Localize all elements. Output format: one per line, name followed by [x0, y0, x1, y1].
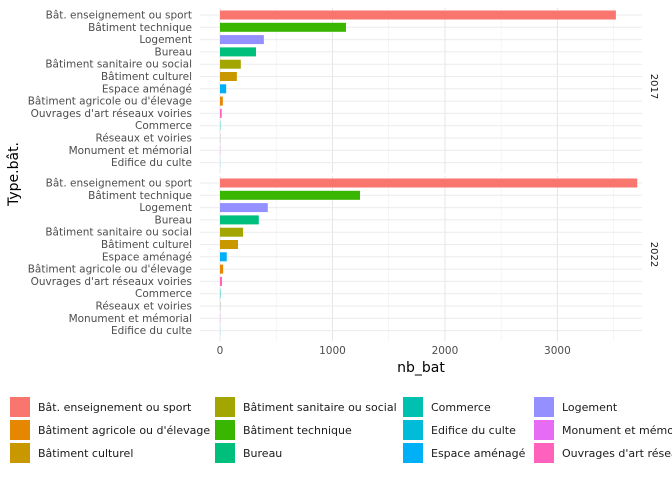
legend-swatch	[10, 397, 30, 417]
category-tick-label: Bât. enseignement ou sport	[46, 178, 192, 190]
bar	[220, 190, 361, 200]
legend-item: Edifice du culte	[403, 420, 516, 440]
legend-item: Monument et mémorial	[534, 420, 672, 440]
bar	[220, 227, 244, 237]
category-tick-label: Commerce	[135, 120, 192, 132]
category-tick-label: Edifice du culte	[111, 157, 192, 169]
category-tick-label: Réseaux et voiries	[96, 301, 193, 313]
bar	[220, 22, 346, 32]
category-tick-label: Réseaux et voiries	[96, 133, 193, 145]
category-tick-label: Bât. enseignement ou sport	[46, 10, 192, 22]
facet-strip-label: 2022	[648, 242, 659, 267]
x-axis-label: nb_bat	[397, 360, 445, 376]
legend-swatch	[10, 420, 30, 440]
bar	[220, 203, 268, 213]
category-tick-label: Monument et mémorial	[69, 145, 192, 157]
category-tick-label: Bâtiment technique	[88, 190, 192, 202]
legend-label: Commerce	[431, 401, 491, 414]
bar	[220, 178, 638, 188]
category-tick-label: Logement	[139, 34, 192, 46]
category-tick-label: Bâtiment agricole ou d'élevage	[28, 96, 192, 108]
category-tick-label: Espace aménagé	[102, 83, 192, 95]
legend-label: Bureau	[243, 447, 282, 460]
category-tick-label: Edifice du culte	[111, 325, 192, 337]
legend-item: Bâtiment technique	[215, 420, 352, 440]
legend-item: Bâtiment agricole ou d'élevage	[10, 420, 210, 440]
legend-swatch	[215, 420, 235, 440]
legend-label: Logement	[562, 401, 618, 414]
category-tick-label: Bâtiment sanitaire ou social	[45, 59, 192, 71]
bar	[220, 108, 222, 118]
legend-label: Bâtiment agricole ou d'élevage	[38, 424, 210, 437]
legend-swatch	[215, 443, 235, 463]
y-axis-label: Type.bât.	[6, 142, 22, 207]
bar	[220, 276, 223, 286]
bar	[220, 35, 264, 45]
legend-swatch	[403, 443, 423, 463]
bar	[220, 84, 227, 94]
legend-item: Bureau	[215, 443, 282, 463]
legend-label: Bâtiment technique	[243, 424, 352, 437]
category-tick-label: Bâtiment technique	[88, 22, 192, 34]
category-tick-label: Bureau	[155, 214, 193, 226]
legend-label: Edifice du culte	[431, 424, 516, 437]
category-tick-label: Ouvrages d'art réseaux voiries	[31, 108, 192, 120]
legend-swatch	[403, 397, 423, 417]
bar	[220, 96, 223, 106]
legend-label: Espace aménagé	[431, 447, 526, 460]
bar	[220, 59, 241, 69]
legend-swatch	[534, 397, 554, 417]
legend-item: Bâtiment sanitaire ou social	[215, 397, 397, 417]
legend: Bât. enseignement ou sport Bâtiment agric…	[10, 397, 672, 463]
legend-label: Bât. enseignement ou sport	[38, 401, 192, 414]
category-tick-label: Logement	[139, 202, 192, 214]
facet-strip-label: 2017	[648, 74, 659, 99]
legend-swatch	[215, 397, 235, 417]
legend-swatch	[534, 420, 554, 440]
category-tick-label: Bâtiment sanitaire ou social	[45, 227, 192, 239]
bar	[220, 47, 256, 57]
bar	[220, 72, 237, 81]
x-axis: 0 1000 2000 3000	[217, 345, 571, 357]
category-tick-label: Commerce	[135, 288, 192, 300]
legend-label: Ouvrages d'art réseaux voiries	[562, 447, 672, 460]
category-tick-label: Bureau	[155, 46, 193, 58]
category-tick-label: Bâtiment culturel	[101, 71, 192, 83]
legend-swatch	[10, 443, 30, 463]
legend-item: Bâtiment culturel	[10, 443, 133, 463]
category-tick-label: Espace aménagé	[102, 251, 192, 263]
bar	[220, 264, 224, 274]
legend-label: Bâtiment sanitaire ou social	[243, 401, 397, 414]
legend-item: Ouvrages d'art réseaux voiries	[534, 443, 672, 463]
category-tick-label: Ouvrages d'art réseaux voiries	[31, 276, 192, 288]
legend-swatch	[403, 420, 423, 440]
category-tick-label: Monument et mémorial	[69, 313, 192, 325]
category-tick-label: Bâtiment agricole ou d'élevage	[28, 264, 192, 276]
legend-swatch	[534, 443, 554, 463]
legend-item: Bât. enseignement ou sport	[10, 397, 192, 417]
x-tick-label: 0	[217, 345, 224, 357]
bar	[220, 252, 227, 262]
category-tick-label: Bâtiment culturel	[101, 239, 192, 251]
x-tick-label: 2000	[432, 345, 459, 357]
legend-item: Commerce	[403, 397, 491, 417]
bar	[220, 10, 616, 20]
bar	[220, 240, 238, 249]
legend-label: Bâtiment culturel	[38, 447, 133, 460]
x-tick-label: 1000	[319, 345, 346, 357]
legend-label: Monument et mémorial	[562, 424, 672, 437]
legend-item: Logement	[534, 397, 618, 417]
x-tick-label: 3000	[544, 345, 571, 357]
bar	[220, 215, 259, 225]
legend-item: Espace aménagé	[403, 443, 526, 463]
